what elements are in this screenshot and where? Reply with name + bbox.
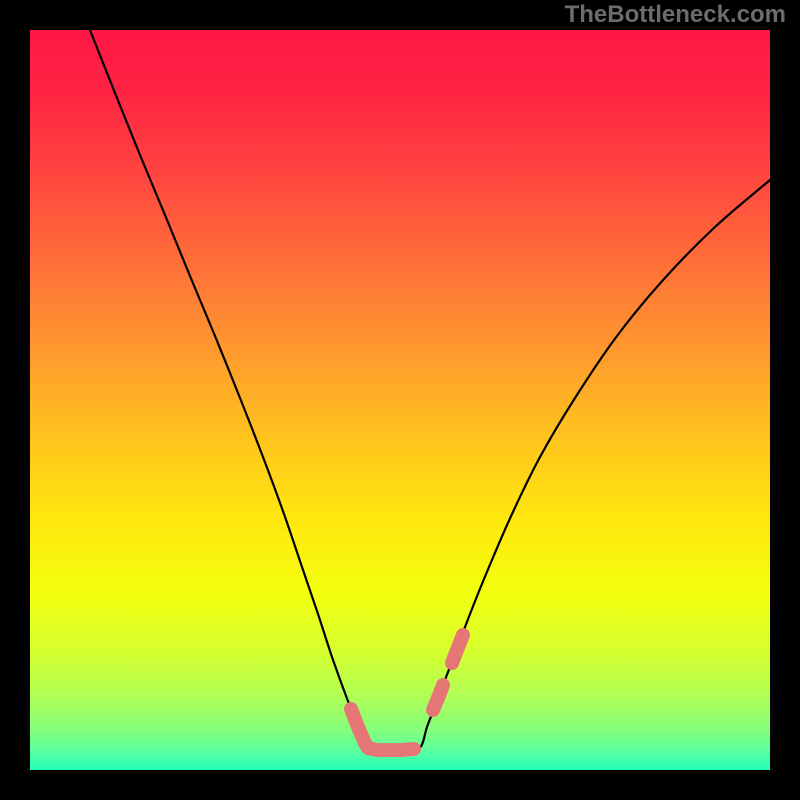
plot-area (30, 30, 770, 770)
highlight-segment-floor (368, 748, 414, 750)
curve-layer (30, 30, 770, 770)
bottleneck-curve (90, 30, 770, 750)
highlight-segment-left (351, 709, 366, 745)
watermark-text: TheBottleneck.com (565, 1, 786, 29)
highlight-segment-right-lower (433, 685, 443, 710)
chart-container: TheBottleneck.com (0, 0, 800, 800)
highlight-segment-right-upper (452, 635, 463, 663)
